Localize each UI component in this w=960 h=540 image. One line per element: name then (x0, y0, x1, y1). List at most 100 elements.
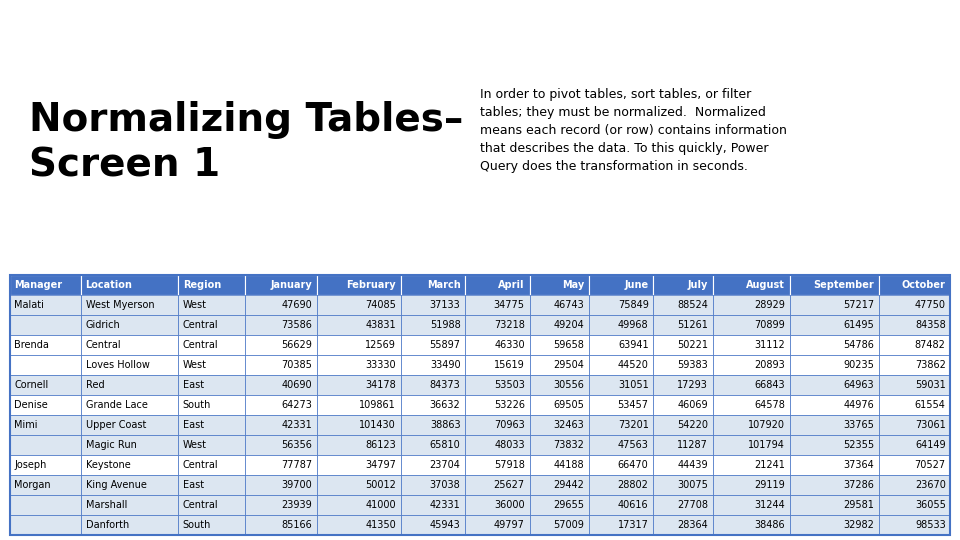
Text: 66470: 66470 (618, 460, 649, 470)
Text: 101794: 101794 (749, 440, 785, 450)
Text: 42331: 42331 (281, 420, 312, 430)
Text: 34775: 34775 (493, 300, 525, 310)
Text: 27708: 27708 (677, 500, 708, 510)
Text: 23704: 23704 (429, 460, 461, 470)
Bar (178, 375, 246, 395)
Text: Grande Lace: Grande Lace (85, 400, 148, 410)
Bar (588, 475, 654, 495)
Text: 17317: 17317 (617, 519, 649, 530)
Bar (466, 335, 530, 355)
Text: Central: Central (182, 320, 218, 330)
Bar (879, 475, 950, 495)
Bar (879, 315, 950, 335)
Text: 69505: 69505 (553, 400, 585, 410)
Bar (400, 475, 466, 495)
Text: Gidrich: Gidrich (85, 320, 120, 330)
Bar (466, 395, 530, 415)
Text: 36000: 36000 (494, 500, 525, 510)
Bar (317, 455, 400, 475)
Bar (10, 335, 81, 355)
Text: 29504: 29504 (553, 360, 585, 370)
Text: 98533: 98533 (915, 519, 946, 530)
Bar (466, 355, 530, 375)
Bar (246, 435, 317, 455)
Bar (588, 355, 654, 375)
Bar (530, 395, 588, 415)
Text: 61554: 61554 (915, 400, 946, 410)
Bar (400, 375, 466, 395)
Text: 87482: 87482 (915, 340, 946, 350)
Text: 40616: 40616 (618, 500, 649, 510)
Bar (400, 335, 466, 355)
Text: 44976: 44976 (844, 400, 875, 410)
Bar (466, 495, 530, 515)
Text: 33490: 33490 (430, 360, 461, 370)
Bar (81, 295, 178, 315)
Bar (879, 335, 950, 355)
Text: 70527: 70527 (915, 460, 946, 470)
Text: 73586: 73586 (281, 320, 312, 330)
Text: 45943: 45943 (430, 519, 461, 530)
Text: Cornell: Cornell (14, 380, 49, 390)
Text: June: June (624, 280, 649, 291)
Text: 37038: 37038 (430, 480, 461, 490)
Bar (790, 315, 879, 335)
Text: East: East (182, 420, 204, 430)
Text: 33330: 33330 (366, 360, 396, 370)
Text: 44188: 44188 (554, 460, 585, 470)
Bar (317, 295, 400, 315)
Text: 17293: 17293 (677, 380, 708, 390)
Text: 59031: 59031 (915, 380, 946, 390)
Text: 28802: 28802 (617, 480, 649, 490)
Bar (712, 515, 790, 535)
Bar (712, 335, 790, 355)
Bar (654, 415, 712, 435)
Text: 39700: 39700 (281, 480, 312, 490)
Bar (178, 315, 246, 335)
Bar (654, 475, 712, 495)
Bar (317, 475, 400, 495)
Bar (10, 515, 81, 535)
Bar (10, 415, 81, 435)
Bar (530, 415, 588, 435)
Bar (712, 375, 790, 395)
Text: 47690: 47690 (281, 300, 312, 310)
Text: Loves Hollow: Loves Hollow (85, 360, 150, 370)
Bar (712, 355, 790, 375)
Text: Danforth: Danforth (85, 519, 129, 530)
Bar (81, 475, 178, 495)
Bar (81, 355, 178, 375)
Bar (530, 335, 588, 355)
Text: 66843: 66843 (755, 380, 785, 390)
Bar (712, 295, 790, 315)
Text: 73218: 73218 (494, 320, 525, 330)
Text: Morgan: Morgan (14, 480, 51, 490)
Bar (178, 415, 246, 435)
Text: 70963: 70963 (494, 420, 525, 430)
Bar (178, 455, 246, 475)
Text: Mimi: Mimi (14, 420, 37, 430)
Text: 46743: 46743 (554, 300, 585, 310)
Bar (10, 395, 81, 415)
Bar (400, 435, 466, 455)
Bar (712, 395, 790, 415)
Text: 34178: 34178 (366, 380, 396, 390)
Bar (81, 435, 178, 455)
Text: 32982: 32982 (844, 519, 875, 530)
Text: East: East (182, 480, 204, 490)
Text: 53457: 53457 (617, 400, 649, 410)
Text: May: May (562, 280, 585, 291)
Bar (654, 335, 712, 355)
Text: 43831: 43831 (366, 320, 396, 330)
Text: 34797: 34797 (365, 460, 396, 470)
Bar (10, 475, 81, 495)
Text: Location: Location (85, 280, 132, 291)
Bar (81, 315, 178, 335)
Bar (790, 495, 879, 515)
Bar (10, 375, 81, 395)
Bar (246, 375, 317, 395)
Bar (466, 315, 530, 335)
Text: 38486: 38486 (755, 519, 785, 530)
Text: 53503: 53503 (494, 380, 525, 390)
Bar (466, 475, 530, 495)
